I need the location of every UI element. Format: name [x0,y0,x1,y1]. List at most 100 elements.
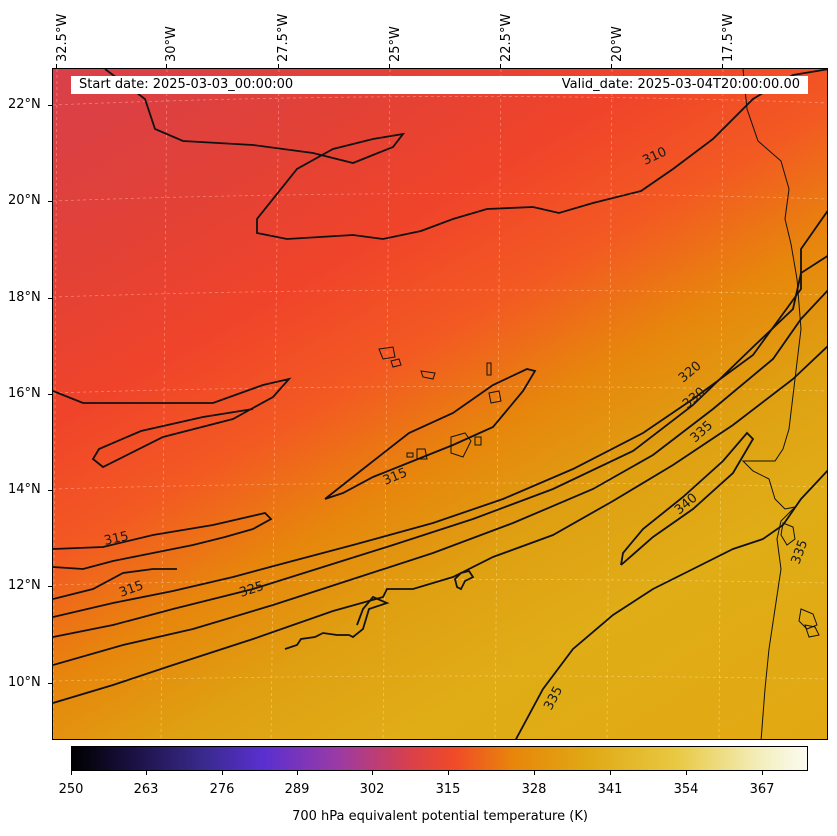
gridline-lat [53,193,827,202]
colorbar-tick-label: 302 [359,782,385,797]
colorbar-tick-label: 276 [209,782,235,797]
gridline-lat [53,675,827,682]
colorbar [71,746,808,771]
colorbar-tick-label: 315 [435,782,461,797]
cape-verde-island [378,346,396,360]
lat-tickmark [48,490,52,491]
gridline-lat [53,386,827,394]
colorbar-tickmark [686,771,687,775]
contour-small-loop [454,569,475,591]
contour-label: 335 [541,684,566,713]
island [804,624,820,638]
contour-335-blob [284,595,390,650]
lon-tickmark [722,64,723,68]
cape-verde-island [474,436,482,446]
lon-tickmark [278,64,279,68]
cape-verde-island [420,370,436,380]
colorbar-tick-label: 354 [673,782,699,797]
lat-label-14n: 14°N [8,482,41,497]
lat-tickmark [48,298,52,299]
colorbar-tickmark [71,771,72,775]
map-panel: 310 315 315 315 320 325 330 335 335 335 … [52,68,828,740]
contour-label: 315 [103,529,130,549]
colorbar-tick-label: 250 [58,782,84,797]
lat-tickmark [48,586,52,587]
map-svg: 310 315 315 315 320 325 330 335 335 335 … [53,69,827,739]
contour-335-south [515,469,827,739]
contour-325 [53,289,827,666]
contour-315-west2 [53,568,177,600]
contour-lines [53,69,827,739]
colorbar-tickmark [448,771,449,775]
island [798,608,818,630]
contour-label: 335 [688,418,716,446]
contour-320 [53,255,827,638]
lat-label-16n: 16°N [8,386,41,401]
contour-315-loop [53,377,292,469]
lon-tickmark [56,64,57,68]
lon-label-27-5w: 27.5°W [276,13,291,62]
colorbar-tickmark [534,771,535,775]
lat-tickmark [48,105,52,106]
lon-tickmark [500,64,501,68]
gridline-lon [53,69,58,739]
gridline-lat [53,482,827,490]
contour-label: 330 [680,385,709,412]
valid-date-label: Valid_date: 2025-03-04T20:00:00.00 [561,77,800,92]
cape-verde-island [486,362,492,376]
lon-label-32-5w: 32.5°W [55,13,70,62]
colorbar-tickmark [762,771,763,775]
contour-335 [53,345,827,704]
lon-label-20w: 20°W [610,26,625,62]
start-date-label: Start date: 2025-03-03_00:00:00 [79,77,294,92]
coastlines [378,69,820,739]
lat-label-10n: 10°N [8,675,41,690]
contour-340 [620,431,755,566]
lon-label-25w: 25°W [388,26,403,62]
graticule [53,69,827,739]
lon-label-17-5w: 17.5°W [721,13,736,62]
lon-label-30w: 30°W [164,26,179,62]
gridline-lat [53,96,827,106]
date-header: Start date: 2025-03-03_00:00:00 Valid_da… [71,76,808,94]
contour-label: 315 [381,466,410,489]
gridline-lon [606,69,613,739]
lat-tickmark [48,683,52,684]
lat-tickmark [48,201,52,202]
colorbar-tick-label: 289 [284,782,310,797]
lat-label-20n: 20°N [8,193,41,208]
lon-tickmark [166,64,167,68]
colorbar-label: 700 hPa equivalent potential temperature… [292,809,588,824]
colorbar-tick-label: 263 [133,782,159,797]
colorbar-tickmark [222,771,223,775]
lon-tickmark [389,64,390,68]
colorbar-tickmark [610,771,611,775]
contour-label: 320 [676,359,705,386]
gridline-lat [53,579,827,586]
contour-330 [53,210,827,618]
african-coastline [741,69,802,739]
colorbar-tick-label: 328 [521,782,547,797]
lon-label-22-5w: 22.5°W [499,13,514,62]
contour-315-band [324,368,537,500]
colorbar-tickmark [146,771,147,775]
contour-315-west [53,512,273,570]
gridline-lat [53,289,827,298]
lon-tickmark [611,64,612,68]
cape-verde-island [416,448,428,460]
colorbar-tick-label: 367 [749,782,775,797]
contour-label: 325 [238,579,266,601]
contour-label: 310 [640,145,669,169]
gridline-lon [494,69,502,739]
cape-verde-island [406,452,414,458]
lat-tickmark [48,394,52,395]
cape-verde-island [390,358,402,368]
lat-label-12n: 12°N [8,578,41,593]
contour-label: 340 [672,491,701,518]
colorbar-tickmark [372,771,373,775]
gridline-lon [382,69,391,739]
colorbar-tick-label: 341 [597,782,623,797]
lat-label-22n: 22°N [8,97,41,112]
cape-verde-island [450,432,472,458]
island [780,522,796,546]
